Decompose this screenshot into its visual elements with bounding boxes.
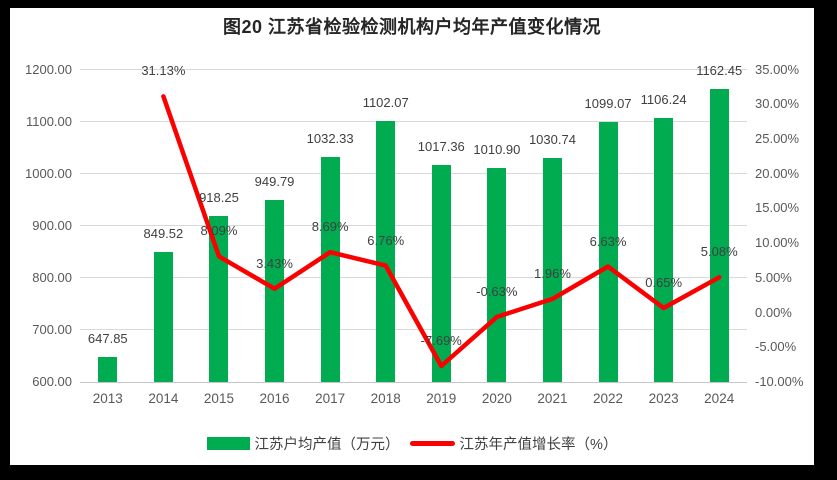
legend-item-line-series: 江苏年产值增长率（%）	[409, 433, 618, 454]
bar-value-label: 1030.74	[528, 131, 576, 147]
bar-value-label: 647.85	[87, 331, 128, 347]
growth-rate-label: 8.09%	[200, 223, 238, 239]
chart-legend: 江苏户均产值（万元） 江苏年产值增长率（%）	[10, 433, 814, 453]
legend-item-bar-series: 江苏户均产值（万元）	[206, 433, 400, 454]
x-axis-tick-label: 2015	[203, 391, 234, 406]
bar-value-label: 918.25	[199, 190, 239, 206]
x-axis-tick-label: 2018	[370, 391, 401, 406]
legend-label: 江苏年产值增长率（%）	[459, 436, 618, 453]
y2-axis-tick-label: 15.00%	[755, 200, 800, 216]
y2-axis-tick-label: -10.00%	[755, 374, 804, 389]
legend-label: 江苏户均产值（万元）	[254, 436, 400, 453]
y2-axis-tick-label: 20.00%	[755, 165, 800, 181]
chart-title: 图20 江苏省检验检测机构户均年产值变化情况	[222, 17, 602, 37]
growth-rate-label: -7.69%	[420, 332, 462, 348]
bar-2013	[98, 357, 118, 382]
bar-2014	[153, 252, 173, 382]
growth-rate-label: 5.08%	[700, 244, 738, 260]
growth-rate-label: 3.43%	[256, 255, 293, 271]
bar-2016	[265, 199, 285, 382]
gridline	[80, 329, 747, 331]
growth-rate-label: 6.63%	[589, 233, 627, 249]
y2-axis-tick-label: 10.00%	[755, 235, 800, 251]
growth-rate-label: 1.96%	[534, 265, 571, 281]
y-axis-tick-label: 1100.00	[25, 113, 72, 129]
bar-2020	[487, 167, 507, 382]
x-axis-tick-label: 2020	[481, 391, 512, 406]
gridline	[80, 173, 747, 175]
y-axis-tick-label: 600.00	[32, 374, 72, 389]
x-axis-tick-label: 2019	[426, 391, 457, 406]
y2-axis-tick-label: 5.00%	[755, 269, 792, 285]
y-axis-tick-label: 700.00	[32, 321, 72, 337]
y-axis-tick-label: 1200.00	[25, 61, 72, 77]
growth-rate-label: -0.63%	[476, 283, 518, 299]
x-axis-tick-label: 2021	[537, 391, 568, 406]
bar-2024	[709, 89, 729, 382]
bar-value-label: 1106.24	[640, 92, 687, 108]
bar-2017	[320, 156, 340, 382]
bar-2022	[598, 122, 618, 382]
y-axis-tick-label: 1000.00	[25, 165, 72, 181]
x-axis-tick-label: 2022	[593, 391, 624, 406]
gridline	[80, 381, 747, 383]
y-axis-tick-label: 900.00	[32, 217, 72, 233]
bar-value-label: 949.79	[254, 173, 295, 189]
bar-value-label: 1162.45	[696, 63, 743, 79]
growth-rate-label: 0.65%	[645, 275, 683, 291]
bar-2018	[376, 120, 396, 382]
bar-series-swatch-icon	[206, 436, 250, 450]
x-axis-tick-label: 2014	[148, 391, 179, 406]
x-axis-tick-label: 2013	[92, 391, 123, 406]
bar-2015	[209, 216, 229, 382]
y2-axis-tick-label: -5.00%	[755, 339, 797, 355]
bar-2019	[431, 164, 451, 382]
x-axis-tick-label: 2024	[704, 391, 735, 406]
line-series-swatch-icon	[409, 440, 455, 446]
y2-axis-tick-label: 25.00%	[755, 130, 800, 146]
y2-axis-tick-label: 35.00%	[755, 61, 800, 77]
y2-axis-tick-label: 0.00%	[755, 304, 792, 320]
gridline	[80, 121, 747, 123]
growth-rate-label: 31.13%	[141, 63, 186, 79]
growth-rate-label: 6.76%	[367, 232, 405, 248]
y2-axis-tick-label: 30.00%	[755, 96, 800, 112]
bar-value-label: 1102.07	[362, 94, 409, 110]
x-axis-tick-label: 2017	[315, 391, 346, 406]
y-axis-tick-label: 800.00	[32, 269, 72, 285]
gridline	[80, 69, 747, 70]
x-axis-tick-label: 2023	[648, 391, 679, 406]
bar-2023	[654, 118, 674, 382]
bar-value-label: 1032.33	[306, 130, 354, 146]
x-axis-tick-label: 2016	[259, 391, 290, 406]
